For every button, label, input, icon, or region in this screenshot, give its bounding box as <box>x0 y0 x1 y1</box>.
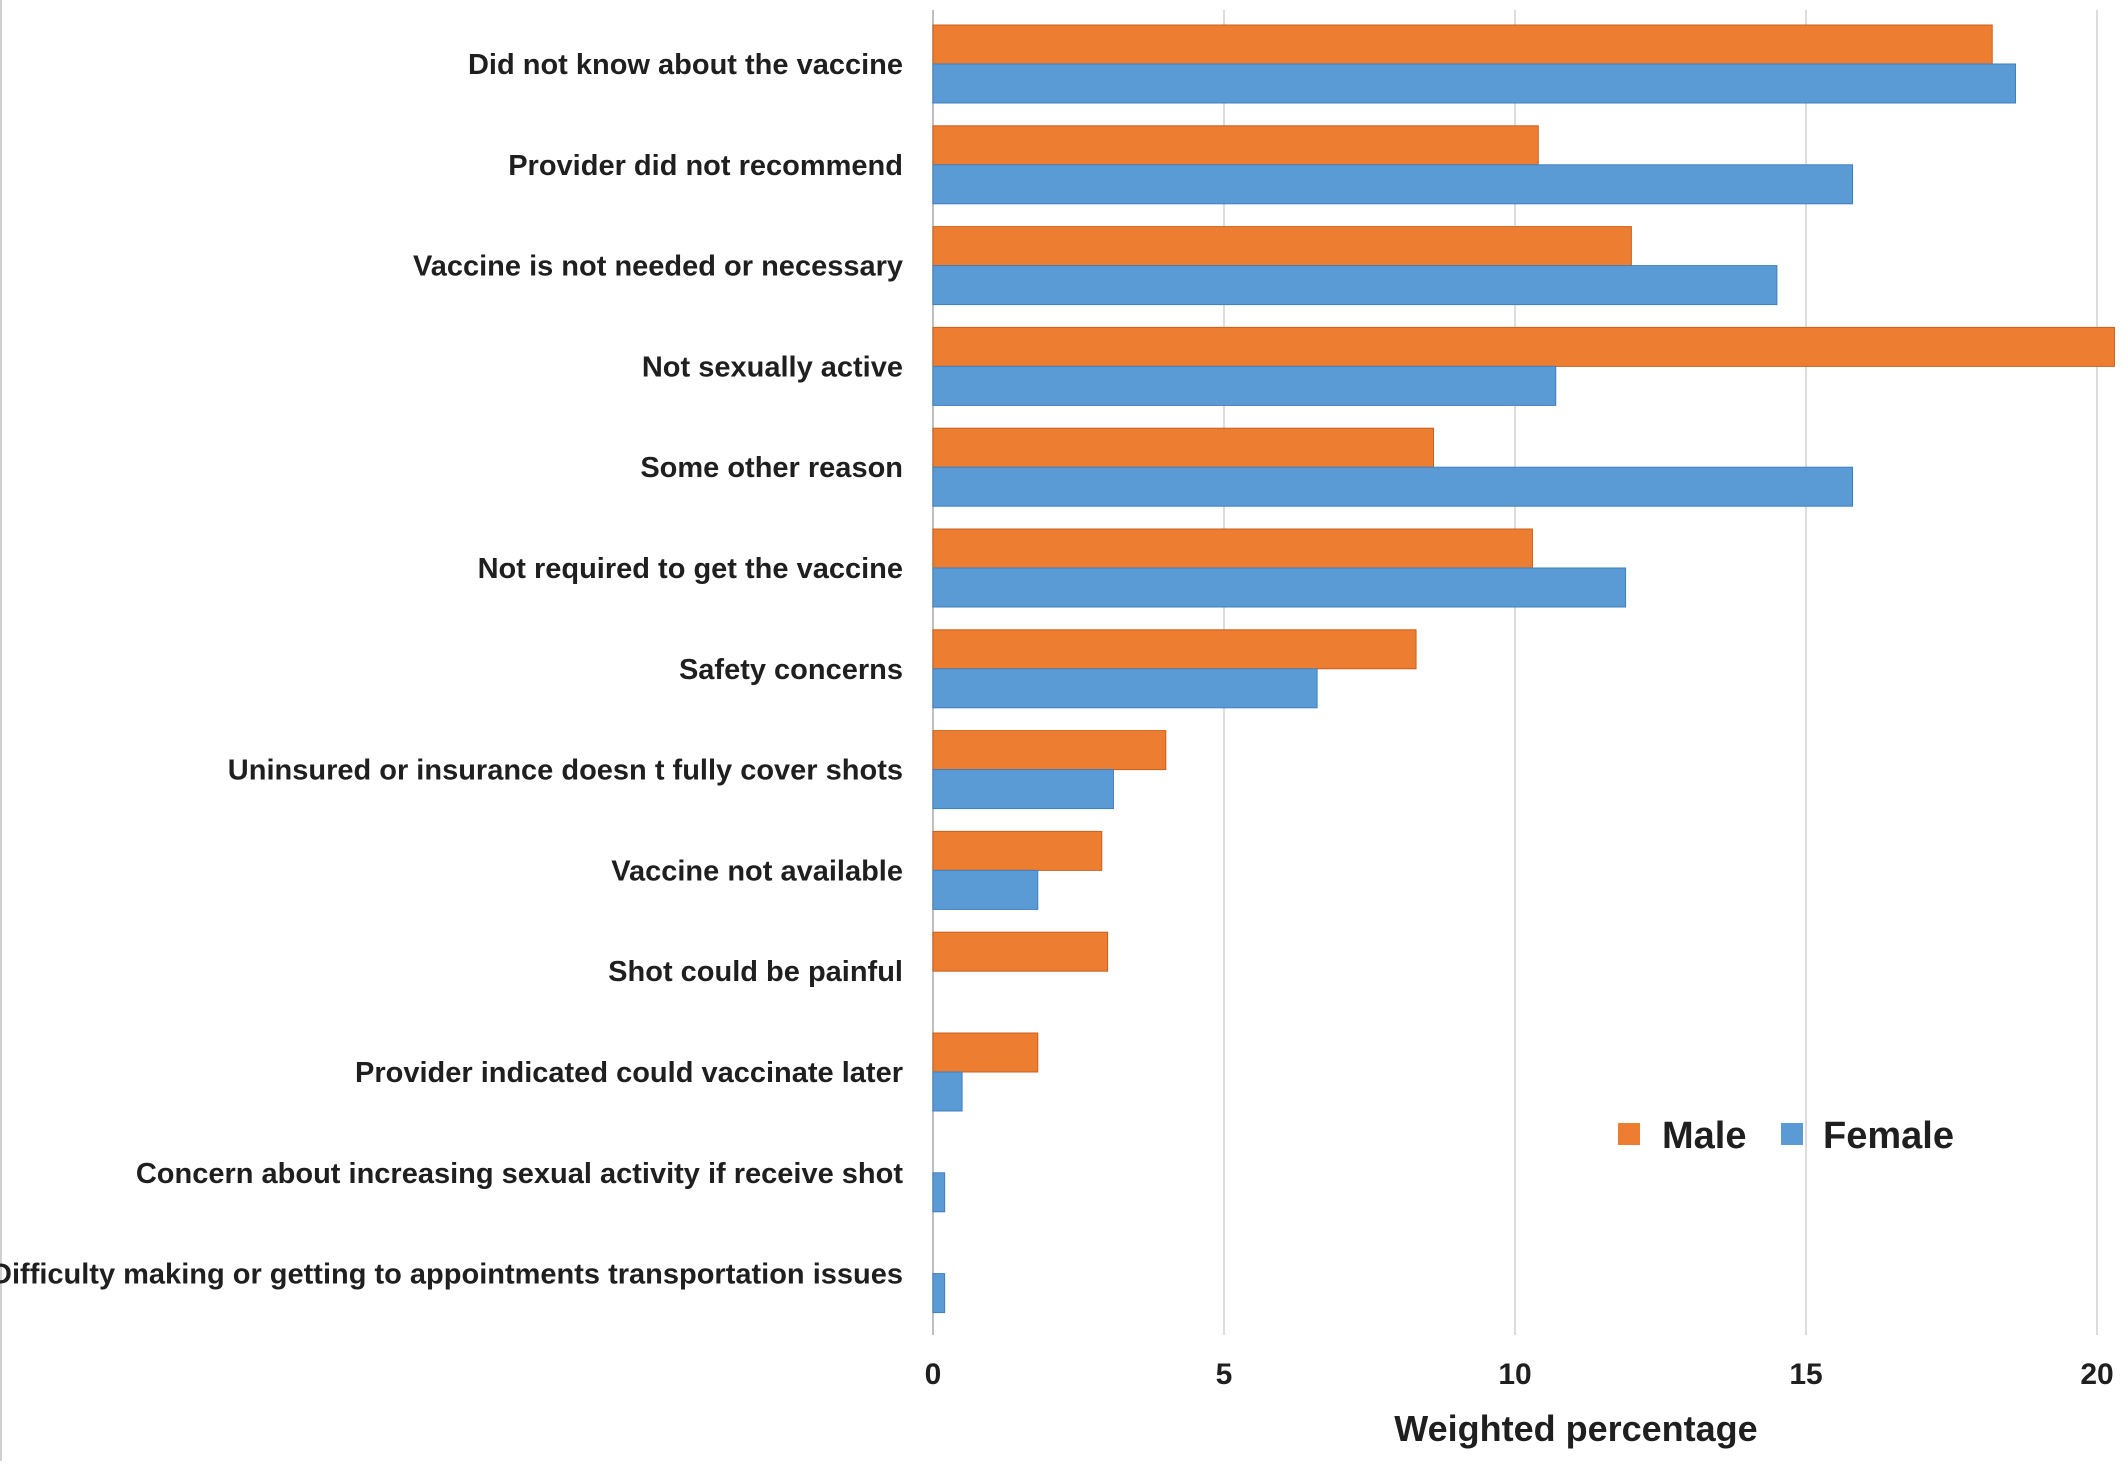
bar-female <box>932 466 1854 507</box>
legend-swatch-female <box>1781 1123 1803 1145</box>
bar-male <box>932 931 1109 972</box>
x-tick-labels: 0 5 10 15 20 <box>925 1358 2114 1391</box>
bar-female <box>932 1273 946 1314</box>
x-axis-title: Weighted percentage <box>1394 1408 1757 1449</box>
bar-male <box>932 1032 1039 1073</box>
category-label: Shot could be painful <box>608 956 903 988</box>
category-label: Safety concerns <box>679 654 903 686</box>
bar-male <box>932 24 1993 65</box>
bar-female <box>932 63 2017 104</box>
bar-male <box>932 326 2115 367</box>
bar-male <box>932 427 1435 468</box>
bar-female <box>932 567 1627 608</box>
category-label: Concern about increasing sexual activity… <box>136 1158 903 1190</box>
bar-male <box>932 125 1539 166</box>
bar-female <box>932 1172 946 1213</box>
legend-swatch-male <box>1618 1123 1640 1145</box>
bar-female <box>932 365 1557 406</box>
x-tick-label: 10 <box>1498 1358 1531 1391</box>
category-label: Vaccine is not needed or necessary <box>413 251 903 283</box>
x-tick-label: 0 <box>925 1358 942 1391</box>
category-label: Vaccine not available <box>611 855 903 887</box>
bar-female <box>932 164 1854 205</box>
category-label: Did not know about the vaccine <box>468 49 903 81</box>
legend: Male Female <box>1618 1115 1954 1157</box>
category-label: Provider did not recommend <box>508 150 903 182</box>
bars <box>932 24 2115 1314</box>
legend-label-female: Female <box>1823 1115 1954 1157</box>
legend-label-male: Male <box>1662 1115 1746 1157</box>
x-tick-label: 15 <box>1789 1358 1822 1391</box>
category-label: Not sexually active <box>642 351 903 383</box>
bar-male <box>932 226 1632 267</box>
category-label: Difficulty making or getting to appointm… <box>0 1259 903 1291</box>
category-label: Some other reason <box>640 452 903 484</box>
bar-male <box>932 629 1417 670</box>
bar-female <box>932 668 1318 709</box>
x-tick-label: 20 <box>2080 1358 2113 1391</box>
bar-female <box>932 1071 963 1112</box>
bar-female <box>932 265 1778 306</box>
x-tick-label: 5 <box>1216 1358 1233 1391</box>
bar-male <box>932 730 1167 771</box>
bar-female <box>932 869 1039 910</box>
bar-male <box>932 830 1103 871</box>
category-label: Uninsured or insurance doesn t fully cov… <box>228 755 903 787</box>
category-label: Not required to get the vaccine <box>478 553 903 585</box>
bar-male <box>932 528 1533 569</box>
bar-female <box>932 769 1114 810</box>
category-labels: Did not know about the vaccine Provider d… <box>0 49 903 1291</box>
category-label: Provider indicated could vaccinate later <box>355 1057 903 1089</box>
